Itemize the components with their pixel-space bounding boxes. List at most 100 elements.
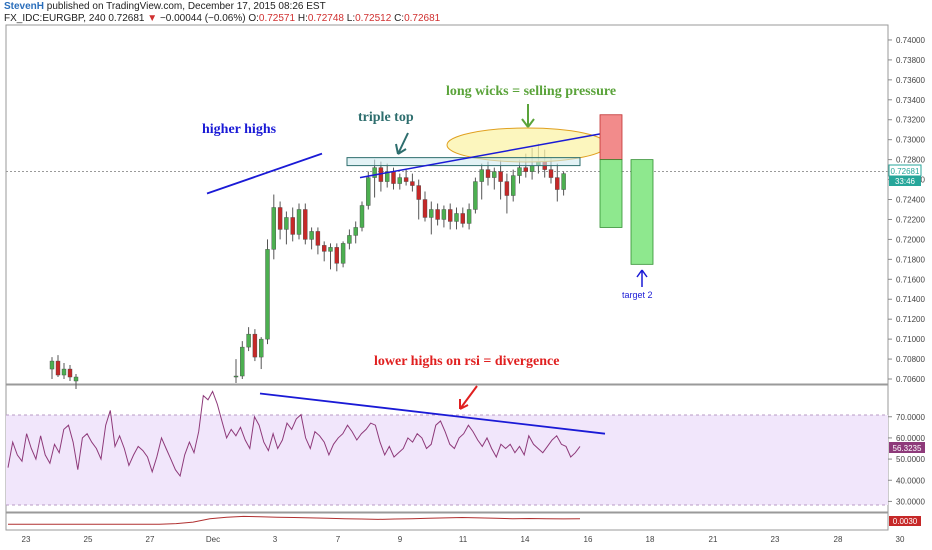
rsi-tick-label: 60.0000	[896, 434, 925, 443]
countdown-badge	[889, 176, 921, 186]
time-tick-label: 28	[834, 535, 843, 544]
candle-body	[479, 169, 484, 182]
time-tick-label: 16	[584, 535, 593, 544]
candle-body	[322, 245, 327, 252]
time-tick-label: 14	[521, 535, 530, 544]
candle-body	[492, 171, 497, 178]
candle-body	[517, 167, 522, 176]
low-value: 0.72512	[355, 13, 392, 24]
open-value: 0.72571	[258, 13, 296, 24]
candle-body	[309, 231, 314, 240]
symbol-label[interactable]: FX_IDC:EURGBP, 240	[4, 13, 106, 24]
price-panel-frame	[5, 24, 889, 385]
target-2-box	[630, 159, 654, 265]
price-tick-label: 0.72200	[896, 215, 925, 224]
high-label: H:	[297, 13, 308, 24]
price-tick-label: 0.71200	[896, 315, 925, 324]
annotation-rsi-divergence: lower highs on rsi = divergence	[374, 354, 559, 369]
rsi-tick-label: 50.0000	[896, 455, 925, 464]
time-tick-label: 25	[84, 535, 93, 544]
candle-body	[391, 171, 396, 184]
price-tick-label: 0.70800	[896, 355, 925, 364]
macd-value-badge-text: 0.0030	[893, 517, 918, 526]
candle-body	[448, 209, 453, 222]
candle-body	[498, 171, 503, 182]
rsi-value-badge-text: 56.3235	[893, 444, 922, 453]
candle-body	[334, 247, 339, 264]
candle-body	[284, 217, 289, 230]
candle-body	[529, 165, 535, 172]
price-tick-label: 0.71000	[896, 335, 925, 344]
candle-body	[372, 167, 377, 178]
macd-layer	[8, 515, 581, 525]
down-arrow-icon: ▼	[147, 13, 158, 24]
author-name[interactable]: StevenH	[4, 1, 45, 12]
price-tick-label: 0.72400	[896, 196, 925, 205]
candle-body	[73, 376, 79, 382]
annotation-long-wicks: long wicks = selling pressure	[446, 84, 616, 99]
last-price: 0.72681	[108, 13, 145, 24]
candle-body	[548, 169, 554, 178]
annotation-triple-top: triple top	[358, 110, 414, 125]
time-tick-label: 23	[771, 535, 780, 544]
candle-body	[265, 249, 270, 340]
close-label: C:	[394, 13, 405, 24]
price-tick-label: 0.71800	[896, 255, 925, 264]
candle-body	[246, 333, 251, 348]
annotation-target-2: target 2	[622, 290, 653, 300]
price-tick-label: 0.71400	[896, 295, 925, 304]
candle-body	[252, 333, 258, 358]
candle-body	[55, 360, 61, 376]
candle-body	[473, 181, 478, 210]
price-tick-label: 0.73800	[896, 56, 925, 65]
last-price-badge-text: 0.72681	[891, 167, 920, 176]
candle-body	[353, 227, 358, 236]
candle-body	[259, 338, 264, 358]
price-tick-label: 0.72000	[896, 235, 925, 244]
time-tick-label: 3	[273, 535, 278, 544]
rsi-tick-label: 40.0000	[896, 476, 925, 485]
candle-body	[561, 173, 566, 190]
macd-panel-frame	[5, 512, 889, 531]
candle-body	[555, 177, 560, 190]
price-tick-label: 0.74000	[896, 36, 925, 45]
time-tick-label: 7	[336, 535, 341, 544]
target-2-arrow-icon	[636, 269, 648, 287]
candle-body	[296, 209, 302, 235]
candle-body	[67, 368, 73, 378]
time-tick-label: 9	[398, 535, 403, 544]
rsi-divergence-arrow-icon	[459, 385, 478, 410]
drawing-overlays[interactable]	[206, 104, 654, 410]
candle-body	[385, 171, 390, 182]
candle-body	[359, 205, 365, 228]
candle-body	[416, 185, 421, 200]
candle-body	[240, 346, 245, 377]
annotation-higher-highs: higher highs	[202, 122, 277, 137]
triple-top-arrow-icon	[395, 132, 409, 155]
candle-body	[340, 243, 346, 264]
price-axis[interactable]: 0.74000 0.73800 0.73600 0.73400 0.73200 0.730…	[888, 36, 925, 384]
price-tick-label: 0.73200	[896, 116, 925, 125]
candle-body	[460, 213, 465, 224]
candle-body	[511, 175, 516, 196]
candle-body	[523, 167, 528, 172]
price-tick-label: 0.73000	[896, 136, 925, 145]
time-axis[interactable]: 23 25 27 Dec 3 7 9 11 14 16 18 21 23 28 30	[22, 535, 905, 544]
rsi-axis[interactable]: 70.0000 60.0000 50.0000 40.0000 30.0000	[888, 413, 925, 507]
candle-body	[435, 209, 440, 220]
higher-highs-trendline	[206, 152, 323, 195]
candle-body	[49, 360, 55, 370]
rsi-band	[6, 415, 888, 505]
candle-body	[271, 207, 276, 250]
time-tick-label: 30	[896, 535, 905, 544]
rsi-divergence-trendline	[259, 392, 606, 435]
time-tick-label: 18	[646, 535, 655, 544]
price-tick-label: 0.73600	[896, 76, 925, 85]
time-tick-label: Dec	[206, 535, 220, 544]
macd-line	[8, 515, 581, 525]
macd-value-badge	[889, 516, 921, 526]
candle-body	[290, 217, 295, 235]
chart-header-ohlc: FX_IDC:EURGBP, 240 0.72681 ▼ −0.00044 (−…	[4, 13, 440, 24]
price-tick-label: 0.71600	[896, 275, 925, 284]
